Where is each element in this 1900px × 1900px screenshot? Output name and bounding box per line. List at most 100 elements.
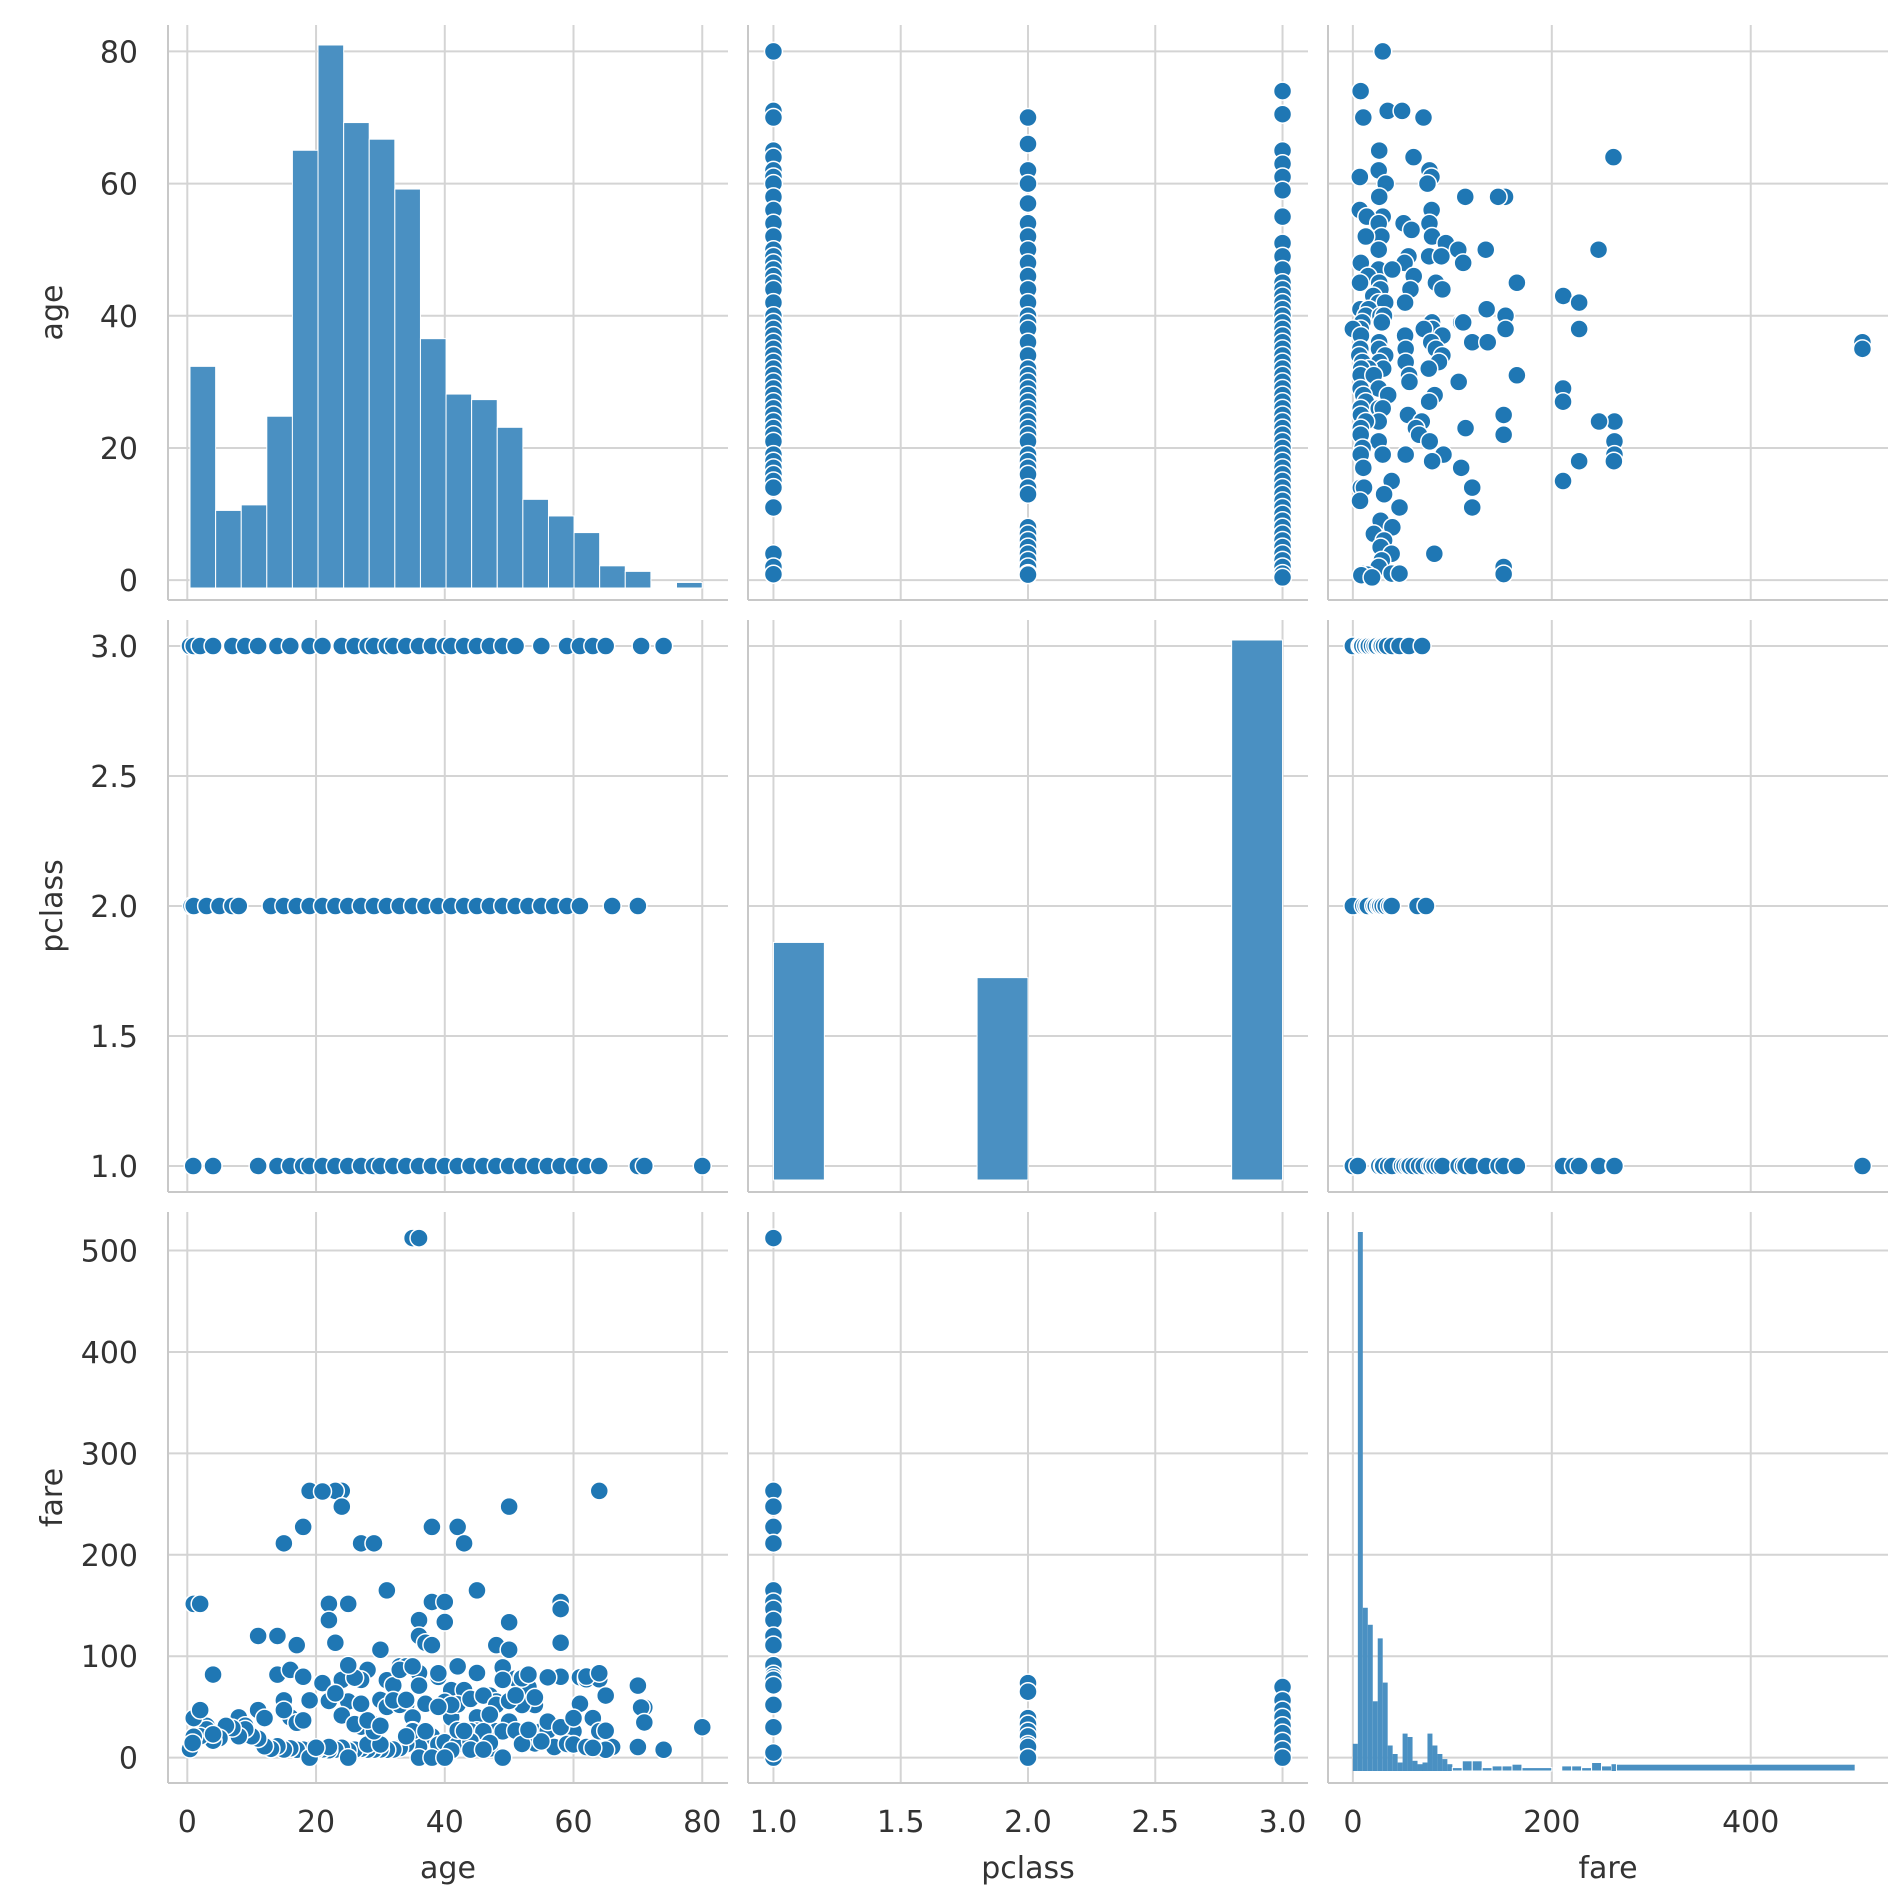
scatter-point [1412,636,1432,656]
scatter-point [1018,107,1038,128]
scatter-point [505,636,526,656]
histogram-bar [1511,1763,1523,1772]
histogram-bar [1437,1753,1443,1771]
scatter-point [1462,497,1482,518]
scatter-point [338,1594,358,1614]
scatter-point [763,477,784,498]
histogram-bar [522,498,549,589]
scatter-point [1477,332,1498,352]
histogram-bar [189,365,217,589]
scatter-point [351,1694,371,1714]
scatter-point [312,1673,333,1693]
panel-fare-vs-pclass [747,1212,1308,1784]
x-tick-label-pclass: 3.0 [1259,1805,1307,1840]
scatter-point [454,1533,474,1554]
histogram-bar [496,426,524,589]
scatter-point [1493,564,1514,584]
scatter-point [190,1700,210,1720]
x-tick-label-age: 20 [297,1805,335,1840]
y-tick-label-pclass: 2.5 [90,760,138,795]
scatter-point [1569,451,1589,471]
y-tick-label-fare: 200 [81,1539,138,1574]
scatter-point [467,1580,487,1601]
scatter-point [428,1697,449,1717]
scatter-point [1507,365,1527,386]
scatter-point [447,1656,468,1677]
scatter-point [1272,180,1293,200]
histogram-bar [1372,1701,1378,1771]
scatter-point [1432,279,1453,300]
scatter-point [1852,1156,1873,1176]
histogram-bar [1392,1753,1398,1771]
histogram-bar [1581,1767,1593,1772]
scatter-point [763,1717,784,1737]
scatter-point [267,1626,288,1646]
scatter-point [1018,1681,1038,1702]
histogram-bar [1591,1761,1603,1772]
scatter-point [1395,292,1415,313]
scatter-point [183,1156,203,1176]
scatter-point [595,636,616,656]
scatter-point [435,1612,455,1632]
x-tick-label-fare: 0 [1343,1805,1362,1840]
histogram-bar [1377,1638,1383,1771]
histogram-bar [1432,1745,1438,1771]
scatter-point [1369,187,1389,207]
scatter-point [1419,391,1439,412]
histogram-bar [1611,1764,1617,1771]
scatter-point [602,896,622,916]
scatter-point [280,636,301,656]
scatter-point [550,1599,571,1619]
panel-age-vs-pclass [747,25,1308,601]
scatter-point [1453,253,1473,273]
scatter-point [1272,81,1293,101]
scatter-point [492,1747,513,1768]
scatter-point [692,1156,713,1176]
scatter-point [1350,81,1371,101]
histogram-bar [1412,1760,1418,1771]
scatter-point [1416,896,1436,916]
histogram-bar [599,565,626,589]
scatter-point [1419,358,1439,379]
scatter-point [631,636,651,656]
scatter-point [1603,147,1624,167]
scatter-point [1507,273,1527,293]
panel-pclass-vs-age [167,620,728,1193]
scatter-point [499,1496,519,1517]
scatter-point [583,1738,603,1758]
scatter-point [435,1592,455,1612]
y-tick-label-age: 20 [100,432,138,467]
scatter-point [422,1517,442,1537]
scatter-point [325,1683,346,1704]
scatter-point [396,1726,416,1747]
scatter-point [763,107,784,128]
panel-age-vs-age [167,25,728,601]
scatter-point [763,564,784,584]
histogram-bar [1382,1682,1388,1771]
scatter-point [1413,107,1434,128]
scatter-point [570,896,590,916]
scatter-point [286,1635,307,1655]
scatter-point [1553,391,1573,412]
scatter-point [1422,451,1442,471]
panel-fare-vs-age [167,1212,728,1784]
scatter-point [312,636,333,656]
scatter-point [653,636,674,656]
x-axis-label-pclass: pclass [981,1851,1075,1886]
scatter-point [332,1496,352,1517]
scatter-point [550,1632,571,1653]
scatter-point [248,1156,268,1176]
scatter-point [1372,444,1393,465]
scatter-point [319,1610,339,1630]
scatter-point [595,1685,616,1706]
x-axis-label-age: age [420,1851,476,1886]
scatter-point [1852,339,1873,359]
scatter-point [492,1670,513,1690]
histogram-bar [368,138,396,589]
scatter-point [763,41,784,62]
histogram-bar [394,188,421,589]
histogram-bar [1387,1745,1393,1771]
scatter-point [653,1739,674,1760]
x-tick-label-age: 0 [178,1805,197,1840]
scatter-point [1495,319,1516,339]
